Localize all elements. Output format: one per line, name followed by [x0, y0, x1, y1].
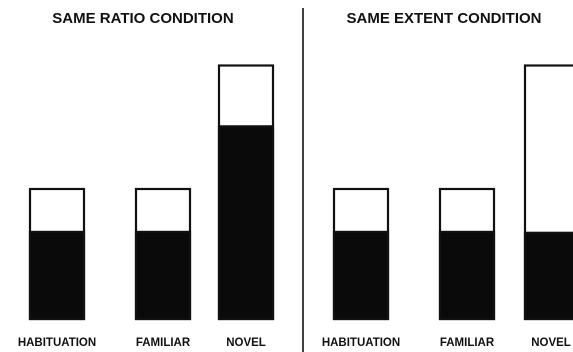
bar-fill-extent-habituation [332, 230, 390, 321]
bar-fill-ratio-novel [217, 125, 275, 321]
bar-fill-ratio-familiar [134, 230, 192, 321]
bar-label-ratio-familiar: FAMILIAR [136, 337, 191, 349]
bar-fill-extent-novel [523, 231, 573, 321]
bar-label-extent-habituation: HABITUATION [322, 337, 400, 349]
bar-label-ratio-habituation: HABITUATION [18, 337, 96, 349]
bar-fill-ratio-habituation [28, 230, 86, 321]
bar-label-extent-familiar: FAMILIAR [440, 337, 495, 349]
panel-title-same-ratio: SAME RATIO CONDITION [52, 10, 233, 27]
panel-title-same-extent: SAME EXTENT CONDITION [346, 10, 541, 27]
bar-label-extent-novel: NOVEL [531, 337, 571, 349]
bars-layer [28, 64, 573, 321]
bar-fill-extent-familiar [438, 230, 496, 321]
bar-label-ratio-novel: NOVEL [226, 337, 266, 349]
